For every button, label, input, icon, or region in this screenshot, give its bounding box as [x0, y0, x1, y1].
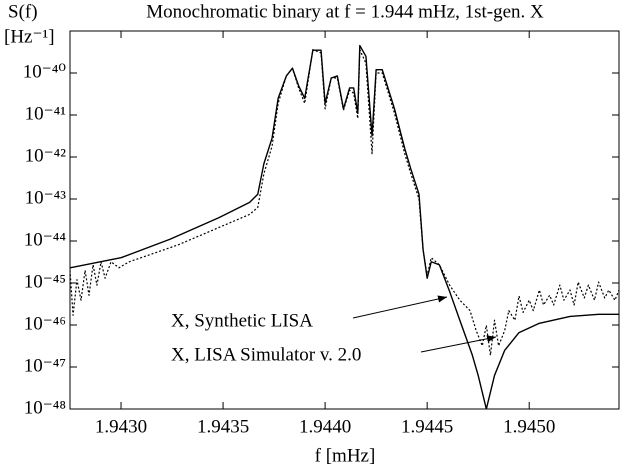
series-line	[70, 44, 619, 409]
y-tick-label: 10⁻⁴⁰	[23, 61, 67, 82]
x-tick-label: 1.9445	[401, 416, 453, 437]
x-tick-label: 1.9435	[197, 416, 249, 437]
x-tick-label: 1.9440	[299, 416, 351, 437]
y-tick-label: 10⁻⁴⁸	[24, 397, 66, 418]
y-tick-label: 10⁻⁴³	[25, 187, 67, 208]
y-tick-label: 10⁻⁴⁵	[24, 271, 66, 292]
x-tick-label: 1.9450	[503, 416, 555, 437]
plot-frame	[69, 30, 620, 410]
y-tick-label: 10⁻⁴²	[25, 145, 67, 166]
chart-title: Monochromatic binary at f = 1.944 mHz, 1…	[146, 1, 544, 22]
y-tick-label: 10⁻⁴⁴	[24, 229, 67, 250]
y-tick-label: 10⁻⁴¹	[25, 103, 67, 124]
series-line	[70, 49, 619, 356]
annotation-arrow	[352, 295, 448, 319]
plot-lines	[70, 44, 619, 409]
x-axis-label: f [mHz]	[315, 445, 376, 466]
annotation: X, LISA Simulator v. 2.0	[171, 344, 361, 365]
annotation: X, Synthetic LISA	[171, 310, 313, 331]
y-tick-label: 10⁻⁴⁷	[24, 355, 66, 376]
y-axis-unit: [Hz⁻¹]	[4, 26, 55, 47]
y-tick-label: 10⁻⁴⁶	[24, 313, 66, 334]
x-tick-label: 1.9430	[95, 416, 147, 437]
y-axis-label: S(f)	[8, 1, 38, 22]
annotation-arrow	[420, 335, 497, 353]
